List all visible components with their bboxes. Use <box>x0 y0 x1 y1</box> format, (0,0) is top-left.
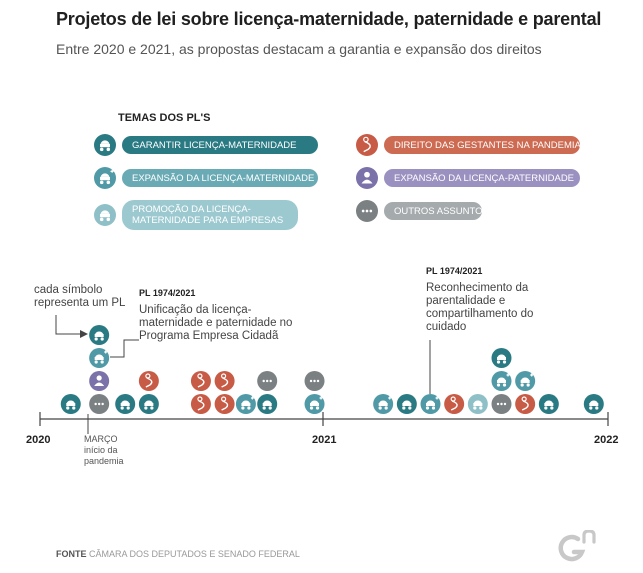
stroller-plus-icon <box>94 167 116 189</box>
pl-symbol-gestantes <box>214 394 235 414</box>
pl-symbol-paternidade <box>89 371 110 391</box>
axis-label-2020: 2020 <box>26 434 51 446</box>
axis-label-march: MARÇO <box>84 434 118 444</box>
pl-symbol-gestantes <box>214 371 235 391</box>
axis-label-march-sub: início da pandemia <box>84 445 124 466</box>
pl-symbol-garantir <box>396 394 417 414</box>
pl-symbol-expansao_mat <box>420 394 441 414</box>
source-text: CÂMARA DOS DEPUTADOS E SENADO FEDERAL <box>89 549 300 559</box>
legend-item-paternidade: EXPANSÃO DA LICENÇA-PATERNIDADE <box>356 167 580 189</box>
publisher-logo <box>558 530 596 562</box>
chart-subtitle: Entre 2020 e 2021, as propostas destacam… <box>56 41 542 57</box>
source-label: FONTE <box>56 549 87 559</box>
pl-symbol-gestantes <box>515 394 536 414</box>
annotation-pl1-title: PL 1974/2021 <box>139 288 196 298</box>
pl-symbol-outros <box>304 371 325 391</box>
legend-title: TEMAS DOS PL'S <box>118 112 211 124</box>
pl-symbol-gestantes <box>190 371 211 391</box>
source-note: FONTE CÂMARA DOS DEPUTADOS E SENADO FEDE… <box>56 549 300 559</box>
father-icon <box>356 167 378 189</box>
pl-symbol-expansao_mat <box>491 371 512 391</box>
legend-label-expansao-maternidade: EXPANSÃO DA LICENÇA-MATERNIDADE <box>122 169 318 187</box>
stroller-icon <box>94 134 116 156</box>
pl-symbol-promocao <box>467 394 488 414</box>
dots-icon <box>356 200 378 222</box>
pl-symbol-garantir <box>89 325 110 345</box>
legend-item-gestantes: DIREITO DAS GESTANTES NA PANDEMIA <box>356 134 581 156</box>
legend-item-outros: OUTROS ASSUNTOS <box>356 200 489 222</box>
stroller-icon <box>94 204 116 226</box>
annotation-symbol-note: cada símbolo representa um PL <box>34 284 126 309</box>
pl-symbol-garantir <box>60 394 81 414</box>
pl-symbol-garantir <box>583 394 604 414</box>
pl-symbol-garantir <box>138 394 159 414</box>
pl-symbol-outros <box>257 371 278 391</box>
pl-symbol-expansao_mat <box>89 348 110 368</box>
legend-item-expansao-maternidade: EXPANSÃO DA LICENÇA-MATERNIDADE <box>94 167 318 189</box>
pl-symbol-outros <box>491 394 512 414</box>
legend-label-paternidade: EXPANSÃO DA LICENÇA-PATERNIDADE <box>384 169 580 187</box>
pl-symbol-gestantes <box>138 371 159 391</box>
pl-symbol-expansao_mat <box>515 371 536 391</box>
pl-symbol-garantir <box>257 394 278 414</box>
pl-symbol-expansao_mat <box>304 394 325 414</box>
legend-label-promocao: PROMOÇÃO DA LICENÇA-MATERNIDADE PARA EMP… <box>122 200 298 230</box>
chart-title: Projetos de lei sobre licença-maternidad… <box>56 9 602 29</box>
pl-symbol-garantir <box>491 348 512 368</box>
legend-item-promocao: PROMOÇÃO DA LICENÇA-MATERNIDADE PARA EMP… <box>94 200 298 230</box>
annotation-pl1-text: Unificação da licença-maternidade e pate… <box>139 304 293 342</box>
pl-symbol-garantir <box>538 394 559 414</box>
legend-item-garantir: GARANTIR LICENÇA-MATERNIDADE <box>94 134 318 156</box>
pl-symbol-expansao_mat <box>235 394 256 414</box>
leader-arrowhead <box>80 330 88 338</box>
pl-symbol-gestantes <box>444 394 465 414</box>
legend-label-garantir: GARANTIR LICENÇA-MATERNIDADE <box>122 136 318 154</box>
axis-label-2022: 2022 <box>594 434 619 446</box>
pl-symbol-expansao_mat <box>373 394 394 414</box>
leader-symbol-note <box>55 315 80 335</box>
axis-label-2021: 2021 <box>312 434 337 446</box>
annotation-pl2-text: Reconhecimento da parentalidade e compar… <box>426 282 534 333</box>
pl-symbol-outros <box>89 394 110 414</box>
pl-symbol-gestantes <box>190 394 211 414</box>
leader-pl1 <box>110 339 139 358</box>
legend-label-gestantes: DIREITO DAS GESTANTES NA PANDEMIA <box>384 136 581 154</box>
legend-label-outros: OUTROS ASSUNTOS <box>384 202 489 220</box>
annotation-pl2-title: PL 1974/2021 <box>426 266 483 276</box>
pregnant-icon <box>356 134 378 156</box>
pl-symbol-garantir <box>115 394 136 414</box>
